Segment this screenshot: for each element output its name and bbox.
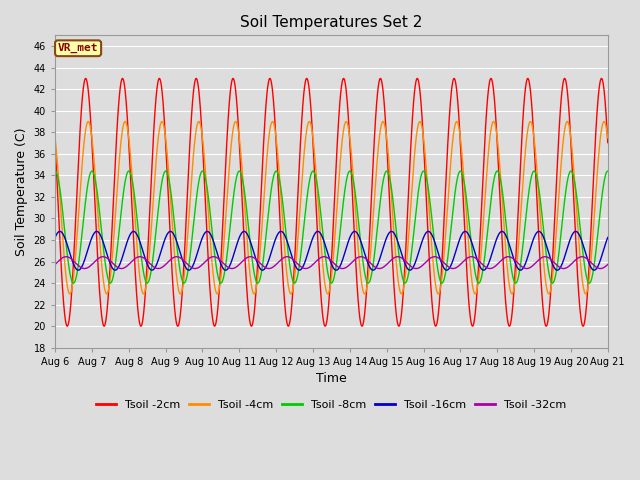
Tsoil -2cm [604,140,612,145]
Tsoil -4cm [66,291,74,297]
Tsoil -32cm [147,262,155,267]
Tsoil -8cm [263,222,271,228]
Tsoil -8cm [147,268,155,274]
Tsoil -16cm [147,267,155,273]
Tsoil -2cm [593,109,601,115]
Tsoil -16cm [604,235,612,240]
Tsoil -32cm [287,255,295,261]
Tsoil -16cm [287,251,295,257]
Y-axis label: Soil Temperature (C): Soil Temperature (C) [15,127,28,256]
Tsoil -4cm [604,135,612,141]
Tsoil -4cm [287,291,295,297]
Tsoil -2cm [598,75,605,81]
Tsoil -32cm [596,265,604,271]
Tsoil -32cm [51,262,59,267]
Tsoil -32cm [62,254,70,260]
Tsoil -32cm [115,265,122,271]
Tsoil -16cm [115,264,122,270]
Tsoil -4cm [147,228,155,234]
Tsoil -2cm [263,88,271,94]
Tsoil -32cm [263,265,271,271]
Tsoil -32cm [604,262,612,267]
Tsoil -2cm [63,324,71,329]
X-axis label: Time: Time [316,372,347,385]
Tsoil -16cm [263,262,271,267]
Tsoil -32cm [593,265,601,271]
Tsoil -2cm [147,180,155,185]
Tsoil -8cm [70,280,77,286]
Tsoil -4cm [51,135,59,141]
Tsoil -8cm [51,168,59,174]
Tsoil -4cm [534,175,541,181]
Line: Tsoil -16cm: Tsoil -16cm [55,231,608,270]
Tsoil -16cm [51,235,59,240]
Tsoil -2cm [115,106,122,112]
Tsoil -4cm [115,170,122,176]
Line: Tsoil -4cm: Tsoil -4cm [55,121,608,294]
Text: VR_met: VR_met [58,43,99,53]
Title: Soil Temperatures Set 2: Soil Temperatures Set 2 [240,15,422,30]
Tsoil -16cm [590,267,598,273]
Tsoil -4cm [263,151,271,157]
Tsoil -8cm [115,236,122,242]
Tsoil -32cm [534,258,541,264]
Tsoil -4cm [600,119,608,124]
Line: Tsoil -8cm: Tsoil -8cm [55,171,608,283]
Tsoil -8cm [593,238,601,244]
Line: Tsoil -32cm: Tsoil -32cm [55,257,608,268]
Tsoil -16cm [56,228,64,234]
Tsoil -2cm [534,211,541,216]
Tsoil -2cm [51,140,59,145]
Tsoil -8cm [534,178,541,183]
Line: Tsoil -2cm: Tsoil -2cm [55,78,608,326]
Tsoil -16cm [534,229,541,235]
Tsoil -2cm [287,309,295,315]
Tsoil -16cm [593,264,601,270]
Legend: Tsoil -2cm, Tsoil -4cm, Tsoil -8cm, Tsoil -16cm, Tsoil -32cm: Tsoil -2cm, Tsoil -4cm, Tsoil -8cm, Tsoi… [93,397,570,414]
Tsoil -4cm [593,173,601,179]
Tsoil -8cm [287,271,295,276]
Tsoil -8cm [604,168,612,174]
